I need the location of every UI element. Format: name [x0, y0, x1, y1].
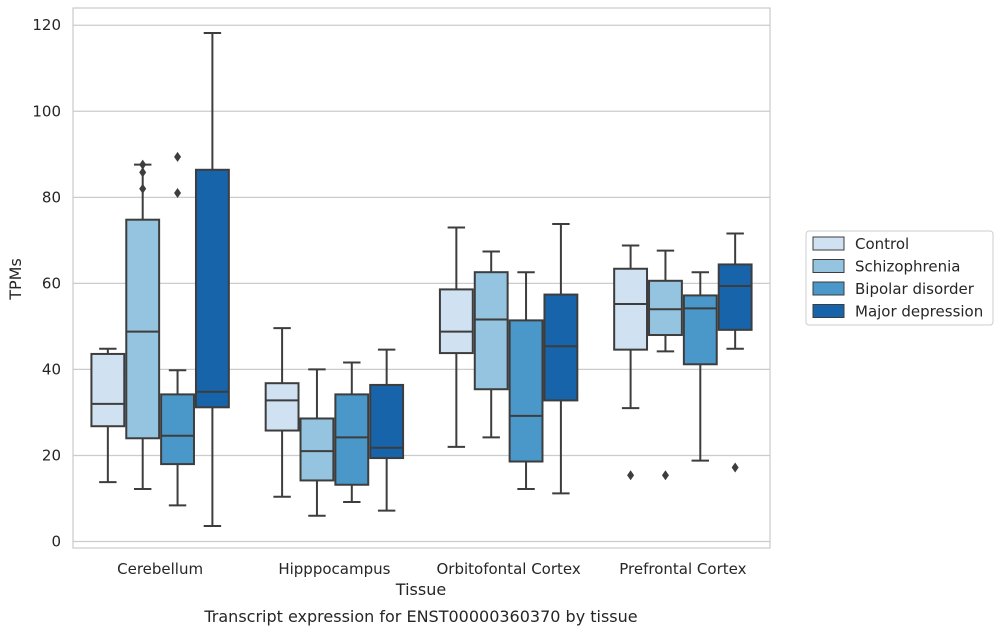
- outlier-point: [139, 167, 147, 178]
- y-tick-label: 120: [32, 16, 61, 34]
- x-tick-label: Orbitofontal Cortex: [437, 560, 581, 578]
- box: [717, 232, 753, 473]
- outlier-point: [174, 151, 182, 162]
- box-body: [682, 294, 718, 366]
- box: [473, 250, 509, 439]
- box-body: [473, 271, 509, 391]
- box: [299, 368, 335, 517]
- box: [508, 271, 544, 491]
- box: [160, 151, 195, 507]
- legend-swatch: [812, 281, 845, 296]
- legend-swatch: [812, 259, 845, 273]
- y-tick-label: 100: [32, 102, 61, 120]
- box-body: [194, 168, 230, 409]
- legend-label: Schizophrenia: [855, 258, 960, 276]
- box: [438, 226, 474, 448]
- box-body: [369, 383, 405, 460]
- box: [369, 348, 405, 512]
- box-body: [508, 319, 544, 463]
- box: [613, 244, 649, 481]
- legend-swatch: [812, 236, 845, 251]
- box-body: [125, 218, 161, 440]
- x-axis-ticks: Cerebellum Hipppocampus Orbitofontal Corte…: [117, 560, 746, 578]
- legend-label: Bipolar disorder: [855, 280, 975, 298]
- y-axis-ticks: 0 20 40 60 80 100 120: [32, 16, 61, 550]
- box-body: [648, 279, 683, 337]
- box-body: [613, 267, 649, 351]
- y-tick-label: 0: [51, 533, 61, 551]
- box-body: [160, 393, 195, 466]
- box: [543, 223, 579, 495]
- y-tick-label: 40: [42, 360, 61, 378]
- box: [90, 347, 126, 484]
- x-axis-title: Tissue: [395, 580, 446, 599]
- x-tick-label: Cerebellum: [117, 560, 203, 578]
- figure-caption: Transcript expression for ENST0000036037…: [203, 607, 637, 626]
- y-axis-title: TPMs: [6, 258, 25, 301]
- outlier-point: [731, 462, 739, 473]
- box: [125, 159, 161, 491]
- box: [264, 327, 300, 498]
- box-body: [299, 417, 335, 482]
- legend-label: Major depression: [855, 303, 983, 321]
- box: [682, 271, 718, 462]
- legend-label: Control: [855, 235, 909, 253]
- box: [648, 249, 683, 481]
- box-body: [90, 352, 126, 428]
- box-body: [717, 263, 753, 331]
- legend-frame: [805, 230, 994, 326]
- x-tick-label: Hipppocampus: [278, 560, 390, 578]
- legend-items: Control Schizophrenia Bipolar disorder Majo…: [812, 235, 983, 321]
- box-body: [264, 382, 300, 432]
- box-body: [438, 288, 474, 355]
- box-body: [334, 393, 370, 486]
- x-tick-label: Prefrontal Cortex: [619, 560, 746, 578]
- plot-area-frame: [72, 7, 771, 549]
- box-body: [543, 293, 579, 402]
- y-tick-label: 80: [42, 188, 61, 206]
- outlier-point: [627, 470, 635, 481]
- legend: Control Schizophrenia Bipolar disorder Majo…: [805, 230, 994, 326]
- outlier-point: [174, 188, 182, 199]
- outlier-point: [661, 470, 669, 481]
- outlier-point: [139, 159, 147, 170]
- outlier-point: [139, 183, 147, 194]
- box: [194, 31, 230, 528]
- y-tick-label: 20: [42, 446, 61, 464]
- y-tick-label: 60: [42, 274, 61, 292]
- legend-swatch: [812, 304, 845, 318]
- boxes: [90, 31, 753, 528]
- box: [334, 361, 370, 503]
